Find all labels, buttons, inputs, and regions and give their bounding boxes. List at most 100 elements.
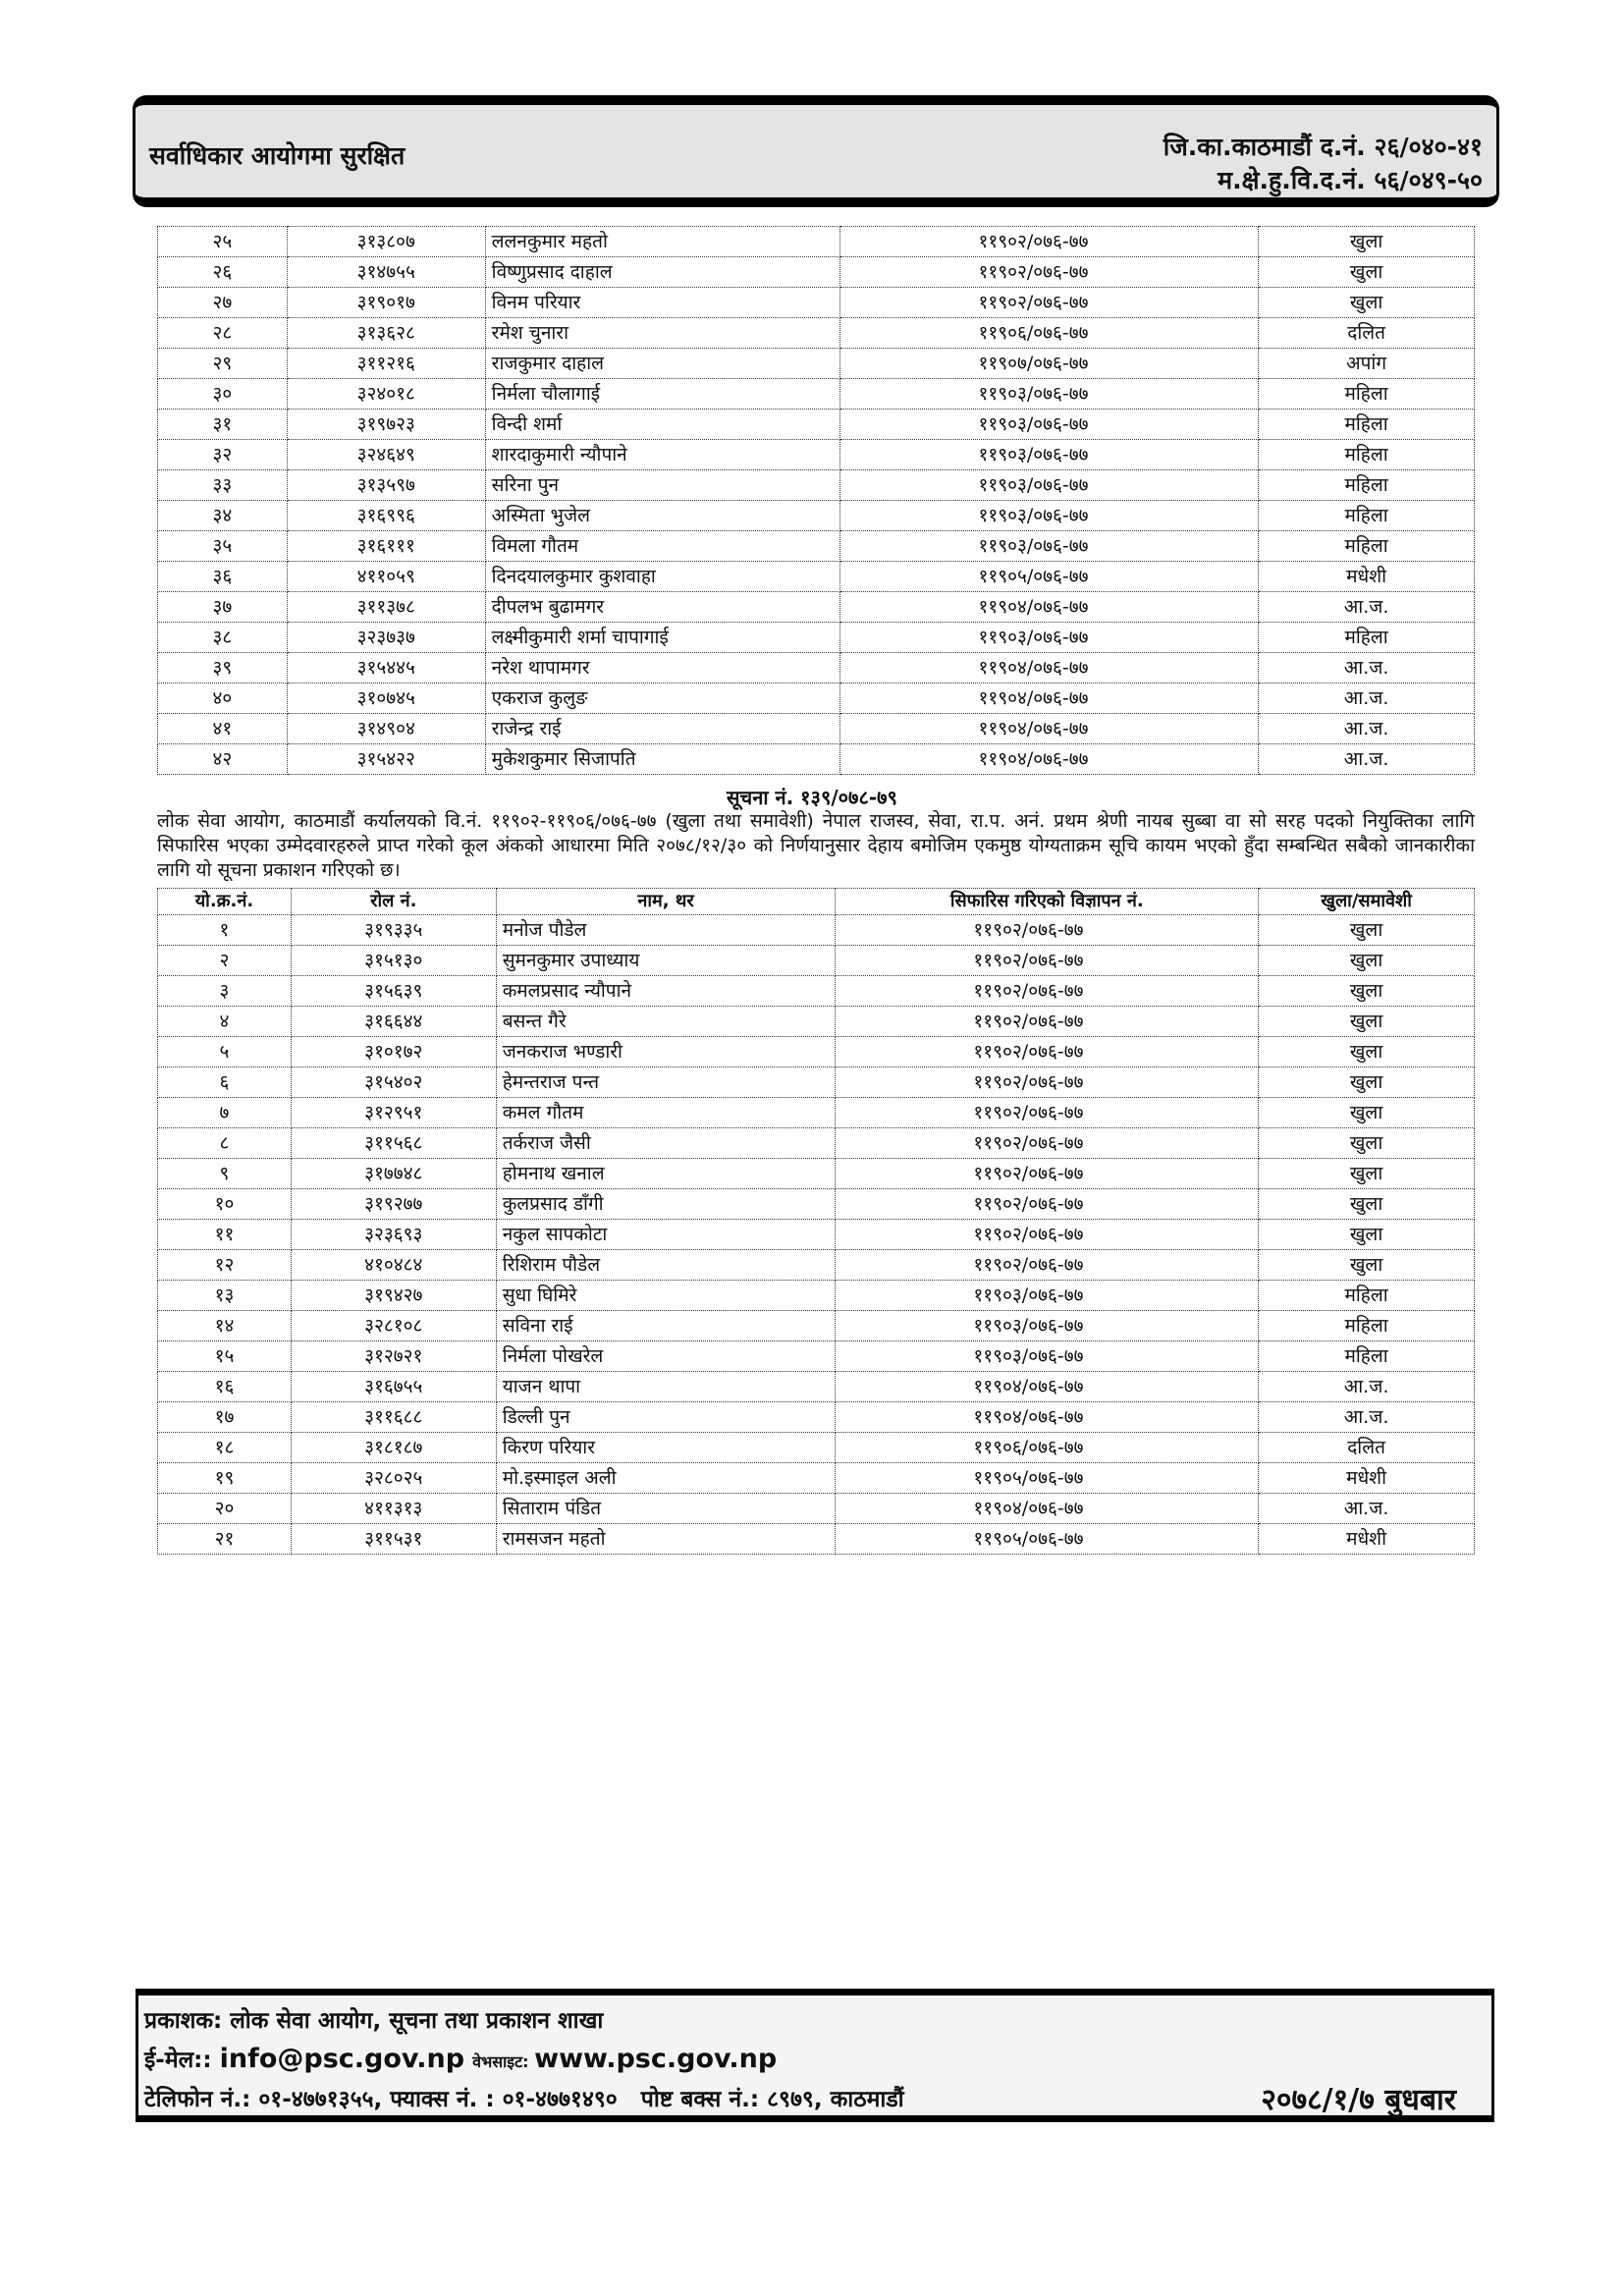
roll-number: ३१७७४८ xyxy=(290,1158,497,1189)
roll-number: ३१२७२१ xyxy=(290,1340,497,1372)
roll-number: ३११५६८ xyxy=(290,1127,497,1159)
serial-number: ३१ xyxy=(157,409,288,440)
roll-number: ३११२१६ xyxy=(286,348,486,379)
advertisement-number: ११९०७/०७६-७७ xyxy=(839,348,1260,379)
roll-number: ३१९४२७ xyxy=(290,1280,497,1311)
advertisement-number: ११९०३/०७६-७७ xyxy=(839,469,1260,501)
category: आ.ज. xyxy=(1258,591,1475,623)
category: आ.ज. xyxy=(1258,1493,1475,1524)
candidate-name: राजेन्द्र राई xyxy=(484,713,841,744)
candidate-name: विनम परियार xyxy=(484,287,841,318)
advertisement-number: ११९०३/०७६-७७ xyxy=(839,439,1260,470)
roll-number: ३१०१७२ xyxy=(290,1036,497,1067)
category: आ.ज. xyxy=(1258,1401,1475,1433)
candidate-name: निर्मला चौलागाई xyxy=(484,378,841,410)
serial-number: ७ xyxy=(157,1097,292,1128)
table-row: ३३ ३१३५९७ सरिना पुन ११९०३/०७६-७७ महिला xyxy=(157,469,1475,501)
candidate-name: याजन थापा xyxy=(495,1371,837,1402)
roll-number: ३११३७८ xyxy=(286,591,486,623)
serial-number: ३० xyxy=(157,378,288,410)
roll-number: ३१५४०२ xyxy=(290,1066,497,1098)
serial-number: ३ xyxy=(157,975,292,1007)
advertisement-number: ११९०२/०७६-७७ xyxy=(835,1066,1260,1098)
table-row: ३४ ३१६९९६ अस्मिता भुजेल ११९०३/०७६-७७ महिला xyxy=(157,500,1475,531)
roll-number: ३२३६९३ xyxy=(290,1219,497,1250)
serial-number: २१ xyxy=(157,1523,292,1555)
category: खुला xyxy=(1258,1219,1475,1250)
candidate-name: रामसजन महतो xyxy=(495,1523,837,1555)
advertisement-number: ११९०२/०७६-७७ xyxy=(835,1036,1260,1067)
candidate-name: रिशिराम पौडेल xyxy=(495,1249,837,1281)
contact-info: टेलिफोन नं.: ०१-४७७१३५५, फ्याक्स नं. : ०… xyxy=(144,2087,904,2112)
table-row: ४ ३१६६४४ बसन्त गैरे ११९०२/०७६-७७ खुला xyxy=(157,1006,1475,1037)
roll-number: ३१३८०७ xyxy=(286,226,486,257)
category: खुला xyxy=(1258,1006,1475,1037)
notice-title: सूचना नं. १३९/०७८-७९ xyxy=(727,786,897,809)
serial-number: ९ xyxy=(157,1158,292,1189)
email-link[interactable]: info@psc.gov.np xyxy=(219,2044,465,2074)
publisher: प्रकाशक: लोक सेवा आयोग, सूचना तथा प्रकाश… xyxy=(144,2008,604,2034)
serial-number: ३२ xyxy=(157,439,288,470)
advertisement-number: ११९०३/०७६-७७ xyxy=(839,530,1260,562)
category: महिला xyxy=(1258,1280,1475,1311)
roll-number: ३२८१०८ xyxy=(290,1310,497,1341)
category: महिला xyxy=(1258,500,1475,531)
table-row: ३५ ३१६१११ विमला गौतम ११९०३/०७६-७७ महिला xyxy=(157,530,1475,562)
advertisement-number: ११९०४/०७६-७७ xyxy=(835,1371,1260,1402)
advertisement-number: ११९०२/०७६-७७ xyxy=(835,1127,1260,1159)
roll-number: ३११५३१ xyxy=(290,1523,497,1555)
roll-number: ३२८०२५ xyxy=(290,1462,497,1494)
category: आ.ज. xyxy=(1258,743,1475,775)
advertisement-number: ११९०३/०७६-७७ xyxy=(835,1280,1260,1311)
serial-number: २७ xyxy=(157,287,288,318)
serial-number: ३५ xyxy=(157,530,288,562)
table-row: २९ ३११२१६ राजकुमार दाहाल ११९०७/०७६-७७ अपांग xyxy=(157,348,1475,379)
category: खुला xyxy=(1258,975,1475,1007)
candidate-name: सिताराम पंडित xyxy=(495,1493,837,1524)
advertisement-number: ११९०६/०७६-७७ xyxy=(835,1432,1260,1463)
candidate-name: ललनकुमार महतो xyxy=(484,226,841,257)
candidate-name: दीपलभ बुढामगर xyxy=(484,591,841,623)
advertisement-number: ११९०२/०७६-७७ xyxy=(835,945,1260,976)
advertisement-number: ११९०२/०७६-७७ xyxy=(835,1188,1260,1220)
category: खुला xyxy=(1258,1066,1475,1098)
advertisement-number: ११९०४/०७६-७७ xyxy=(839,713,1260,744)
category: अपांग xyxy=(1258,348,1475,379)
category: महिला xyxy=(1258,469,1475,501)
serial-number: ४० xyxy=(157,683,288,714)
candidate-name: सुधा घिमिरे xyxy=(495,1280,837,1311)
candidate-name: विष्णुप्रसाद दाहाल xyxy=(484,256,841,288)
table-row: ४१ ३१४९०४ राजेन्द्र राई ११९०४/०७६-७७ आ.ज. xyxy=(157,713,1475,744)
column-header-candidate-name: नाम, थर xyxy=(495,888,837,915)
roll-number: ३१५६३९ xyxy=(290,975,497,1007)
roll-number: ३२४६४९ xyxy=(286,439,486,470)
candidate-name: राजकुमार दाहाल xyxy=(484,348,841,379)
roll-number: ३१५४४५ xyxy=(286,652,486,683)
candidate-name: सुमनकुमार उपाध्याय xyxy=(495,945,837,976)
category: खुला xyxy=(1258,1158,1475,1189)
advertisement-number: ११९०३/०७६-७७ xyxy=(839,378,1260,410)
candidate-name: मुकेशकुमार सिजापति xyxy=(484,743,841,775)
category: खुला xyxy=(1258,914,1475,946)
category: खुला xyxy=(1258,1097,1475,1128)
candidate-name: विन्दी शर्मा xyxy=(484,409,841,440)
advertisement-number: ११९०५/०७६-७७ xyxy=(835,1462,1260,1494)
advertisement-number: ११९०४/०७६-७७ xyxy=(839,683,1260,714)
category: खुला xyxy=(1258,1249,1475,1281)
category: खुला xyxy=(1258,1127,1475,1159)
table-row: ४० ३१०७४५ एकराज कुलुङ ११९०४/०७६-७७ आ.ज. xyxy=(157,683,1475,714)
category: दलित xyxy=(1258,317,1475,349)
candidate-name: सविना राई xyxy=(495,1310,837,1341)
table-row: २७ ३१९०१७ विनम परियार ११९०२/०७६-७७ खुला xyxy=(157,287,1475,318)
advertisement-number: ११९०४/०७६-७७ xyxy=(839,652,1260,683)
category: महिला xyxy=(1258,439,1475,470)
roll-number: ३१६७५५ xyxy=(290,1371,497,1402)
advertisement-number: ११९०५/०७६-७७ xyxy=(839,561,1260,592)
table-row: २५ ३१३८०७ ललनकुमार महतो ११९०२/०७६-७७ खुला xyxy=(157,226,1475,257)
roll-number: ३१६६४४ xyxy=(290,1006,497,1037)
candidate-name: निर्मला पोखरेल xyxy=(495,1340,837,1372)
category: खुला xyxy=(1258,287,1475,318)
website-link[interactable]: www.psc.gov.np xyxy=(534,2044,778,2074)
candidate-name: शारदाकुमारी न्यौपाने xyxy=(484,439,841,470)
advertisement-number: ११९०४/०७६-७७ xyxy=(839,591,1260,623)
